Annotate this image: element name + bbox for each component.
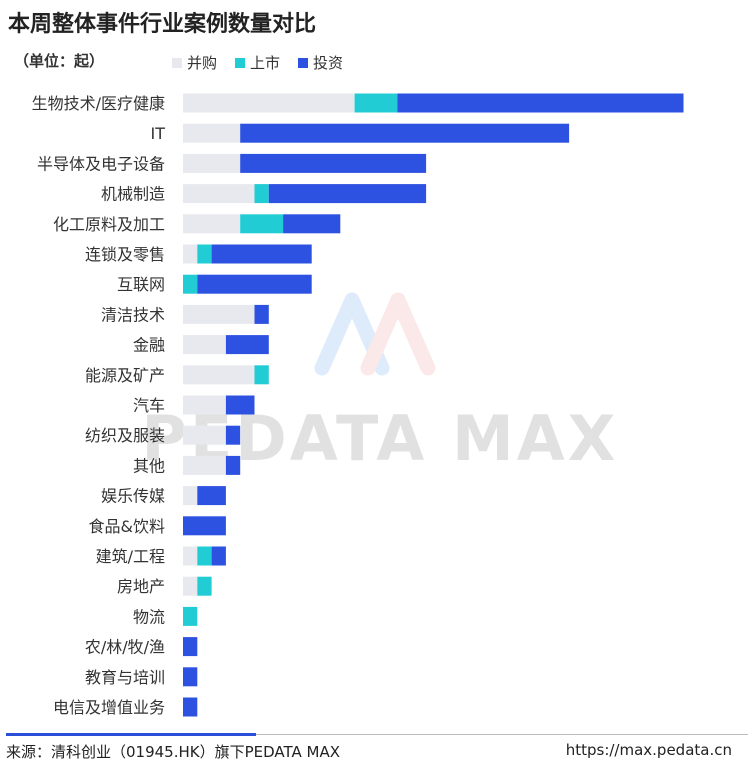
bar-merger (183, 153, 241, 173)
bar-investment (283, 214, 341, 234)
category-label: 物流 (133, 607, 165, 626)
legend-item-investment: 投资 (298, 52, 343, 73)
category-label: 生物技术/医疗健康 (32, 94, 165, 113)
bar-investment (240, 123, 570, 143)
bar-investment (211, 546, 226, 566)
bar-merger (183, 244, 198, 264)
bar-investment (225, 425, 241, 445)
category-label: 教育与培训 (85, 668, 165, 687)
chart-title: 本周整体事件行业案例数量对比 (8, 12, 317, 37)
bar-merger (183, 576, 198, 596)
bar-investment (197, 274, 312, 294)
category-label: 金融 (133, 336, 165, 355)
bar-investment (225, 455, 241, 475)
bar-merger (183, 365, 255, 385)
bar-investment (183, 697, 198, 717)
bar-investment (240, 153, 427, 173)
category-label: 农/林/牧/渔 (85, 638, 165, 657)
watermark-logo: PEDATA MAX (142, 292, 615, 475)
bar-merger (183, 123, 241, 143)
bar-investment (211, 244, 312, 264)
bar-ipo (197, 546, 212, 566)
footer-accent (6, 733, 256, 736)
category-labels: 生物技术/医疗健康 IT 半导体及电子设备机械制造化工原料及加工连锁及零售互联网清洁… (32, 94, 166, 717)
bar-ipo (183, 274, 198, 294)
bar-investment (197, 486, 226, 506)
bar-merger (183, 214, 241, 234)
bar-ipo (197, 244, 212, 264)
legend-label-investment: 投资 (313, 54, 344, 72)
legend-swatch-investment (298, 57, 309, 68)
bar-investment (254, 304, 269, 324)
bar-merger (183, 335, 226, 355)
source-note: 来源：清科创业（01945.HK）旗下PEDATA MAX (6, 743, 341, 761)
category-label: 建筑/工程 (96, 547, 165, 566)
source-url: https://max.pedata.cn (565, 741, 732, 759)
bar-ipo (254, 184, 269, 204)
bar-ipo (240, 214, 284, 234)
legend-item-ipo: 上市 (235, 52, 280, 73)
bar-merger (183, 455, 226, 475)
bar-merger (183, 425, 226, 445)
category-label: 化工原料及加工 (53, 215, 165, 234)
category-label: 房地产 (117, 577, 165, 596)
stacked-bar-chart: PEDATA MAX 生物技术/医疗健康 IT 半导体及电子设备机械制造化工原料及加… (32, 93, 684, 717)
bar-investment (268, 184, 427, 204)
category-label: 互联网 (117, 275, 165, 294)
bar-merger (183, 546, 198, 566)
bar-merger (183, 486, 198, 506)
category-label: 能源及矿产 (85, 366, 165, 385)
legend-label-merger: 并购 (187, 54, 218, 72)
category-label: IT (151, 124, 166, 143)
bar-investment (183, 637, 198, 657)
footer-divider (6, 734, 748, 735)
bar-merger (183, 395, 226, 415)
bar-ipo (354, 93, 398, 113)
bars-layer (183, 93, 684, 717)
legend-swatch-ipo (235, 57, 246, 68)
category-label: 电信及增值业务 (53, 698, 165, 717)
bar-investment (225, 395, 255, 415)
bar-investment (183, 516, 226, 536)
category-label: 娱乐传媒 (101, 487, 165, 506)
bar-ipo (197, 576, 212, 596)
unit-label: （单位：起） (14, 52, 105, 70)
category-label: 食品&饮料 (89, 517, 165, 536)
bar-merger (183, 304, 255, 324)
legend-item-merger: 并购 (172, 52, 217, 73)
bar-investment (225, 335, 269, 355)
bar-merger (183, 93, 355, 113)
category-label: 纺织及服装 (85, 426, 165, 445)
legend-label-ipo: 上市 (250, 54, 281, 72)
legend-swatch-merger (172, 57, 182, 68)
category-label: 汽车 (133, 396, 165, 415)
bar-ipo (183, 606, 198, 626)
bar-merger (183, 184, 255, 204)
chart-legend: 并购 上市 投资 (172, 52, 343, 73)
category-label: 机械制造 (101, 185, 165, 204)
category-label: 连锁及零售 (85, 245, 165, 264)
bar-ipo (254, 365, 269, 385)
category-label: 半导体及电子设备 (37, 154, 165, 173)
category-label: 清洁技术 (101, 305, 165, 324)
bar-investment (397, 93, 684, 113)
bar-investment (183, 667, 198, 687)
category-label: 其他 (133, 456, 165, 475)
